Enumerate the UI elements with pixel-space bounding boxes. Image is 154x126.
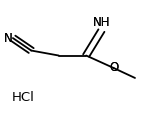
Text: O: O xyxy=(109,61,118,74)
Text: NH: NH xyxy=(93,16,110,29)
Text: N: N xyxy=(3,32,12,45)
Text: O: O xyxy=(109,61,118,74)
Text: HCl: HCl xyxy=(11,91,34,104)
Text: NH: NH xyxy=(93,16,110,29)
Text: N: N xyxy=(3,32,12,45)
